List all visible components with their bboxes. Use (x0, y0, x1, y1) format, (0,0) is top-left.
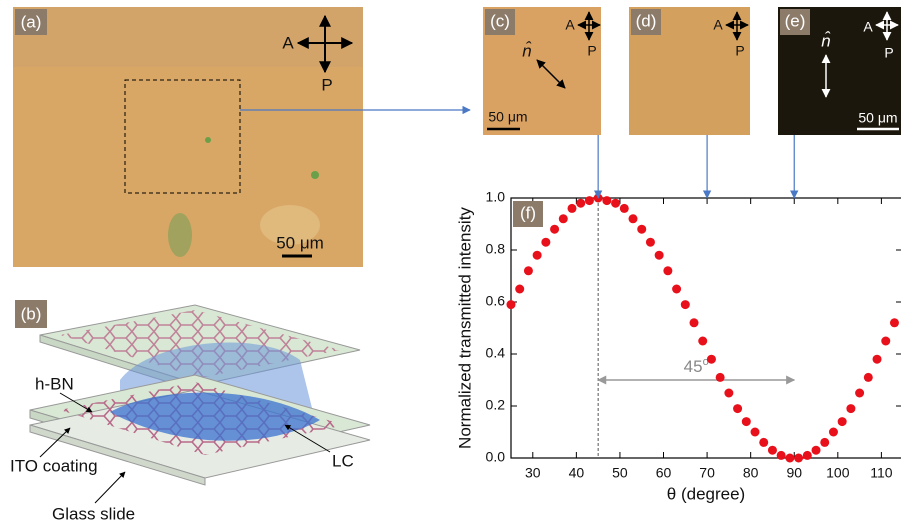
panel-label: (f) (520, 203, 536, 222)
panel-e: (e) A P n̂ 50 μm (778, 7, 901, 135)
data-point (663, 266, 673, 276)
polarizer-label: P (321, 75, 332, 94)
data-point (863, 372, 873, 382)
data-point (550, 224, 560, 234)
x-tick-label: 90 (786, 465, 802, 481)
x-axis-label: θ (degree) (667, 484, 745, 503)
data-point (889, 318, 899, 328)
y-tick-label: 0.4 (486, 345, 506, 361)
x-tick-label: 100 (826, 465, 850, 481)
panel-label: (e) (785, 11, 806, 30)
x-tick-label: 30 (525, 465, 541, 481)
polarizer-label: P (735, 43, 744, 59)
y-tick-label: 0.0 (486, 449, 506, 465)
panel-d: (d) A P (629, 7, 750, 135)
data-point (602, 196, 612, 206)
data-point (532, 250, 542, 260)
analyzer-label: A (282, 33, 294, 52)
y-axis-label: Normalized transmitted intensity (455, 207, 474, 449)
panel-label: (a) (21, 12, 42, 31)
hbn-label: h-BN (35, 374, 74, 393)
x-tick-label: 80 (743, 465, 759, 481)
data-point (523, 266, 533, 276)
panel-a: (a) A P 50 μm (13, 7, 471, 267)
data-point (846, 404, 856, 414)
data-point (750, 427, 760, 437)
glass-label: Glass slide (52, 504, 135, 523)
y-tick-label: 0.6 (486, 293, 506, 309)
panel-label: (c) (490, 11, 510, 30)
data-point (855, 388, 865, 398)
data-point (828, 427, 838, 437)
annotation: 45o (684, 356, 709, 377)
chart-f: 0.0 0.2 0.4 0.6 0.8 1.0 30 40 50 60 70 80 90 100 110 θ … (455, 135, 901, 503)
data-point (759, 437, 769, 447)
data-point (628, 214, 638, 224)
y-tick-label: 0.2 (486, 397, 506, 413)
data-point (558, 214, 568, 224)
data-point (515, 284, 525, 294)
data-point (584, 196, 594, 206)
panel-b: (b) h-BN ITO coating Glass slide LC (10, 300, 371, 523)
analyzer-label: A (713, 17, 723, 33)
panel-label-box (513, 201, 543, 227)
data-point (541, 237, 551, 247)
analyzer-label: A (565, 17, 575, 33)
panel-label: (d) (636, 11, 657, 30)
x-tick-label: 60 (656, 465, 672, 481)
panel-label-box (15, 9, 47, 35)
panel-label: (b) (21, 304, 42, 323)
lc-label: LC (332, 451, 354, 470)
x-tick-label: 70 (699, 465, 715, 481)
data-point (637, 224, 647, 234)
ito-label: ITO coating (10, 456, 98, 475)
annotation-value: 45 (684, 357, 703, 376)
annotation-sup: o (703, 356, 709, 368)
y-tick-label: 0.8 (486, 241, 506, 257)
data-point (698, 336, 708, 346)
data-point (715, 372, 725, 382)
data-point (689, 318, 699, 328)
data-point (576, 198, 586, 208)
scale-label: 50 μm (276, 233, 324, 252)
data-point (785, 453, 795, 463)
data-point (794, 453, 804, 463)
data-point (872, 354, 882, 364)
data-point (820, 437, 830, 447)
panel-c: (c) A P n̂ 50 μm (483, 7, 601, 135)
scale-label: 50 μm (858, 110, 897, 126)
x-tick-label: 50 (612, 465, 628, 481)
y-tick-label: 1.0 (486, 189, 506, 205)
data-point (724, 388, 734, 398)
director-label: n̂ (821, 31, 830, 51)
data-point (654, 250, 664, 260)
director-label: n̂ (522, 41, 531, 61)
data-point (881, 336, 891, 346)
data-point (767, 445, 777, 455)
data-point (776, 450, 786, 460)
data-point (706, 354, 716, 364)
data-point (680, 300, 690, 310)
polarizer-label: P (587, 43, 596, 59)
data-point (837, 417, 847, 427)
x-tick-label: 110 (870, 465, 893, 481)
data-point (506, 300, 516, 310)
data-point (672, 284, 682, 294)
data-point (802, 450, 812, 460)
x-tick-label: 40 (569, 465, 585, 481)
polarizer-label: P (884, 45, 893, 61)
data-point (645, 237, 655, 247)
data-point (733, 404, 743, 414)
data-point (567, 203, 577, 213)
zoom-box (124, 79, 241, 194)
data-point (619, 203, 629, 213)
scale-label: 50 μm (488, 109, 527, 125)
data-point (611, 198, 621, 208)
data-point (811, 445, 821, 455)
analyzer-label: A (863, 19, 873, 35)
data-point (741, 417, 751, 427)
